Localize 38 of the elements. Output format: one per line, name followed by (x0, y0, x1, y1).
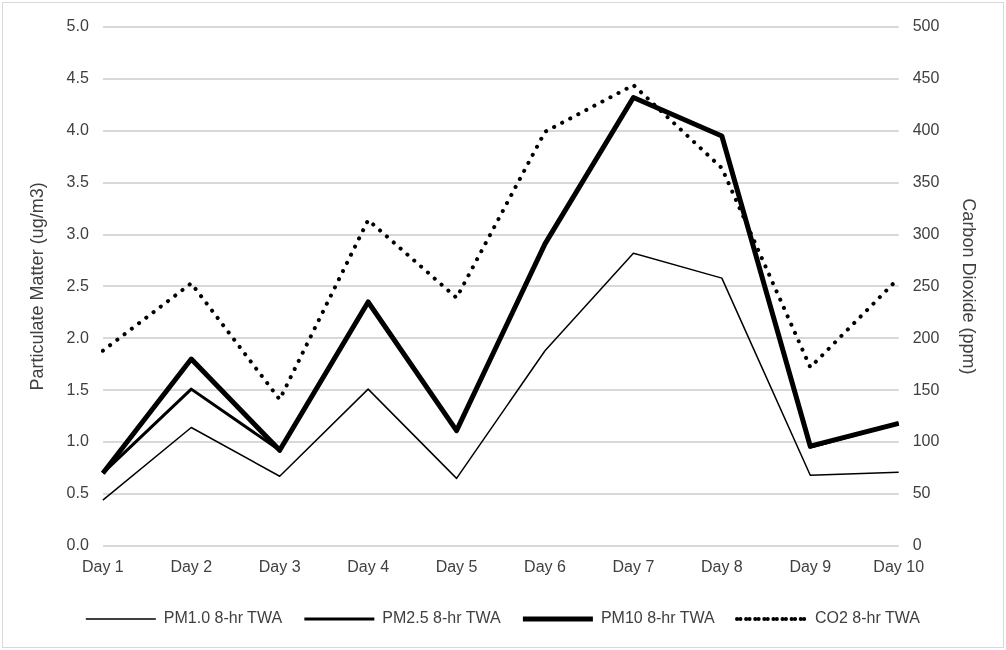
x-tick-label: Day 1 (81, 557, 124, 575)
x-tick-label: Day 2 (170, 557, 213, 575)
x-tick-label: Day 3 (258, 557, 301, 575)
y2-axis-title: Carbon Dioxide (ppm) (959, 198, 980, 375)
y-axis-title: Particulate Matter (ug/m3) (26, 182, 47, 391)
legend-label: PM2.5 8-hr TWA (382, 609, 501, 627)
y-tick-label: 2.5 (66, 276, 89, 294)
y2-tick-label: 400 (912, 121, 940, 139)
y2-tick-label: 200 (912, 328, 940, 346)
y-tick-label: 0.0 (66, 536, 89, 554)
legend-label: CO2 8-hr TWA (814, 609, 921, 627)
y-tick-label: 1.5 (66, 380, 89, 398)
x-tick-label: Day 10 (873, 557, 925, 575)
x-tick-label: Day 6 (524, 557, 566, 575)
x-tick-label: Day 9 (789, 557, 832, 575)
x-tick-label: Day 8 (700, 557, 743, 575)
y-tick-label: 3.5 (66, 173, 89, 191)
y2-tick-label: 100 (912, 432, 940, 450)
y-tick-label: 2.0 (66, 328, 89, 346)
x-tick-label: Day 4 (347, 557, 390, 575)
y-tick-label: 0.5 (66, 484, 89, 502)
y-tick-label: 4.5 (66, 69, 89, 87)
y-tick-label: 5.0 (66, 17, 89, 35)
y2-tick-label: 250 (912, 276, 940, 294)
y2-tick-label: 500 (912, 17, 940, 35)
y-tick-label: 4.0 (66, 121, 89, 139)
legend-label: PM1.0 8-hr TWA (163, 609, 283, 627)
legend-label: PM10 8-hr TWA (600, 609, 716, 627)
y-tick-label: 3.0 (66, 224, 89, 242)
y2-tick-label: 0 (912, 536, 922, 554)
y2-tick-label: 350 (912, 173, 940, 191)
y2-tick-label: 150 (912, 380, 940, 398)
x-tick-label: Day 5 (435, 557, 478, 575)
y2-tick-label: 300 (912, 224, 940, 242)
y2-tick-label: 450 (912, 69, 940, 87)
x-tick-label: Day 7 (612, 557, 655, 575)
y-tick-label: 1.0 (66, 432, 89, 450)
y2-tick-label: 50 (912, 484, 931, 502)
